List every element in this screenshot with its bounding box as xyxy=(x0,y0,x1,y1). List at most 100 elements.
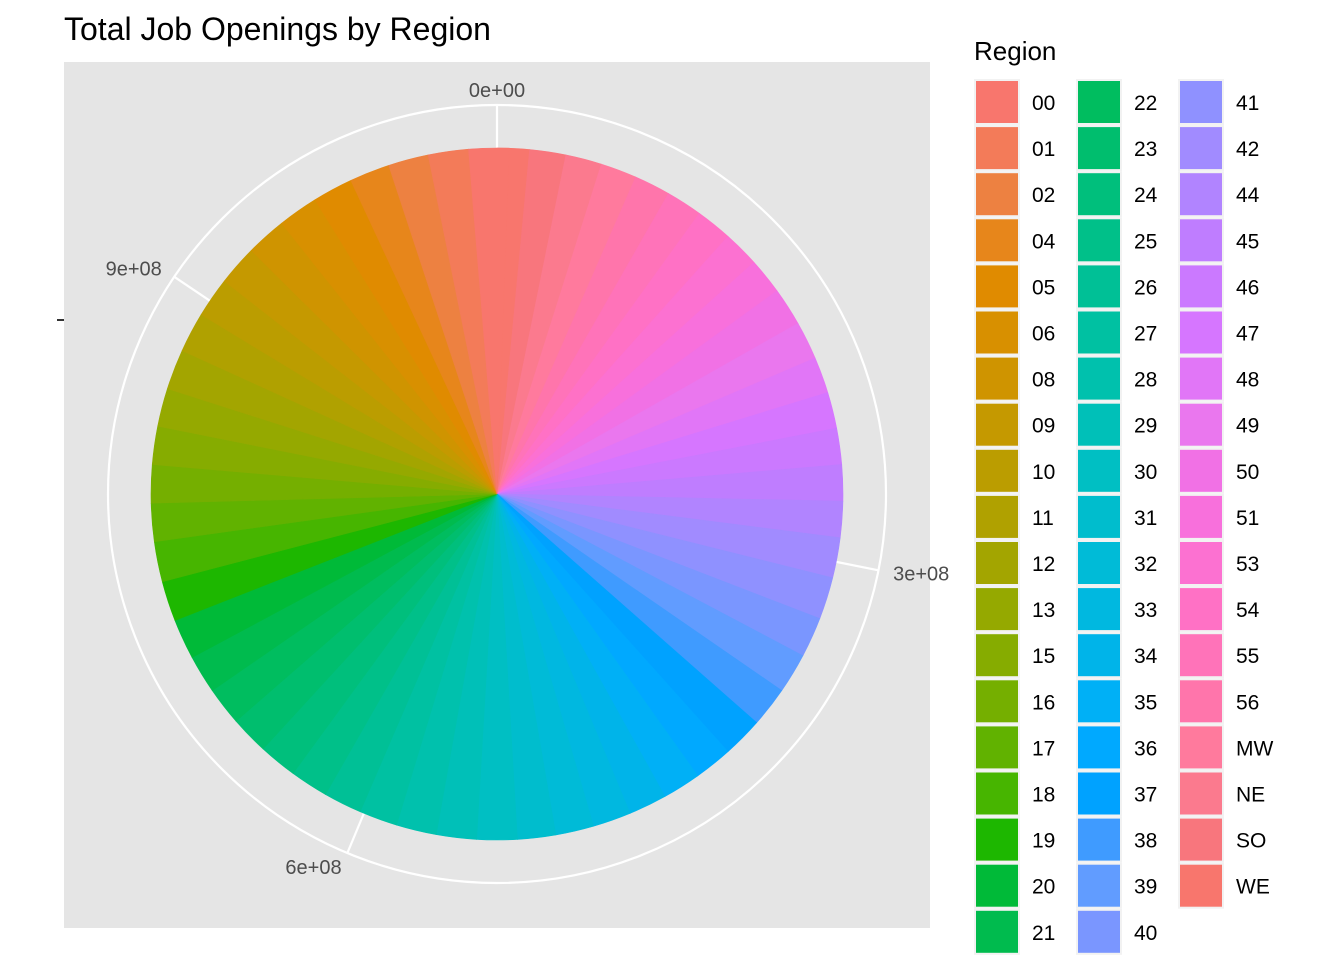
legend-label-WE: WE xyxy=(1236,876,1270,899)
legend-item-49: 49 xyxy=(1178,401,1259,448)
legend-swatch-49 xyxy=(1180,403,1222,446)
legend-swatch-47 xyxy=(1180,311,1222,354)
legend-item-27: 27 xyxy=(1076,309,1157,356)
legend-label-MW: MW xyxy=(1236,737,1273,760)
legend-label-25: 25 xyxy=(1134,230,1157,253)
legend-item-21: 21 xyxy=(974,908,1055,955)
legend-swatch-39 xyxy=(1078,864,1120,907)
legend-item-18: 18 xyxy=(974,770,1055,817)
legend-swatch-51 xyxy=(1180,495,1222,538)
legend-item-35: 35 xyxy=(1076,678,1157,725)
legend-label-NE: NE xyxy=(1236,784,1265,807)
legend-item-40: 40 xyxy=(1076,908,1157,955)
legend-label-24: 24 xyxy=(1134,184,1158,207)
legend-item-19: 19 xyxy=(974,816,1055,863)
legend-swatch-24 xyxy=(1078,173,1120,216)
legend-swatch-29 xyxy=(1078,403,1120,446)
legend-item-55: 55 xyxy=(1178,632,1259,679)
tick-label-0: 0e+00 xyxy=(469,80,525,102)
legend-label-34: 34 xyxy=(1134,645,1158,668)
legend-swatch-25 xyxy=(1078,219,1120,262)
legend-label-46: 46 xyxy=(1236,276,1259,299)
legend-item-12: 12 xyxy=(974,540,1055,586)
legend-swatch-13 xyxy=(976,588,1018,631)
legend-label-02: 02 xyxy=(1032,184,1055,207)
legend-label-10: 10 xyxy=(1032,461,1055,484)
legend-item-48: 48 xyxy=(1178,355,1259,402)
legend-swatch-08 xyxy=(976,357,1018,400)
legend-swatch-41 xyxy=(1180,81,1222,123)
legend-label-04: 04 xyxy=(1032,230,1056,253)
legend-label-11: 11 xyxy=(1032,507,1054,530)
legend-swatch-10 xyxy=(976,449,1018,492)
legend-item-41: 41 xyxy=(1178,79,1259,125)
legend-label-48: 48 xyxy=(1236,369,1259,392)
legend-swatch-34 xyxy=(1078,634,1120,677)
legend-swatch-20 xyxy=(976,864,1018,907)
legend-label-45: 45 xyxy=(1236,230,1259,253)
chart-title: Total Job Openings by Region xyxy=(64,11,491,47)
legend-swatch-21 xyxy=(976,910,1018,953)
legend-swatch-NE xyxy=(1180,772,1222,815)
legend-item-34: 34 xyxy=(1076,632,1158,679)
legend-item-36: 36 xyxy=(1076,724,1157,771)
tick-label-3: 9e+08 xyxy=(106,258,162,280)
legend-label-08: 08 xyxy=(1032,369,1055,392)
legend-label-15: 15 xyxy=(1032,645,1055,668)
legend-item-NE: NE xyxy=(1178,770,1265,817)
legend-swatch-53 xyxy=(1180,542,1222,584)
legend-item-33: 33 xyxy=(1076,586,1157,633)
legend-item-56: 56 xyxy=(1178,678,1259,725)
slice-00 xyxy=(468,147,510,495)
legend-swatch-12 xyxy=(976,542,1018,584)
legend-swatch-04 xyxy=(976,219,1018,262)
legend-item-32: 32 xyxy=(1076,540,1157,586)
legend-item-10: 10 xyxy=(974,447,1055,494)
legend-swatch-26 xyxy=(1078,265,1120,308)
legend-item-44: 44 xyxy=(1178,171,1260,218)
legend-label-50: 50 xyxy=(1236,461,1259,484)
legend-item-51: 51 xyxy=(1178,493,1259,540)
legend-item-WE: WE xyxy=(1178,862,1270,909)
legend-item-11: 11 xyxy=(974,493,1054,540)
legend-swatch-46 xyxy=(1180,265,1222,308)
legend-swatch-56 xyxy=(1180,680,1222,723)
legend-label-09: 09 xyxy=(1032,415,1055,438)
legend-swatch-17 xyxy=(976,726,1018,769)
legend-item-SO: SO xyxy=(1178,816,1266,863)
legend-label-31: 31 xyxy=(1134,507,1157,530)
legend-swatch-02 xyxy=(976,173,1018,216)
legend-swatch-54 xyxy=(1180,588,1222,631)
legend-item-23: 23 xyxy=(1076,125,1157,172)
legend-swatch-00 xyxy=(976,81,1018,123)
legend-item-06: 06 xyxy=(974,309,1055,356)
legend-item-46: 46 xyxy=(1178,263,1259,310)
legend-items: 00 01 02 04 05 06 08 09 10 11 12 13 15 16 17 18 19 20 21 22… xyxy=(974,79,1273,955)
legend-item-50: 50 xyxy=(1178,447,1259,494)
legend-title: Region xyxy=(974,36,1056,66)
legend-label-41: 41 xyxy=(1236,92,1259,115)
legend-swatch-SO xyxy=(1180,818,1222,861)
legend-label-29: 29 xyxy=(1134,415,1157,438)
legend-label-28: 28 xyxy=(1134,369,1157,392)
legend-swatch-01 xyxy=(976,127,1018,170)
legend-label-53: 53 xyxy=(1236,553,1259,576)
legend-label-20: 20 xyxy=(1032,876,1055,899)
legend-label-55: 55 xyxy=(1236,645,1259,668)
legend-label-42: 42 xyxy=(1236,138,1259,161)
legend-label-51: 51 xyxy=(1236,507,1259,530)
legend-swatch-05 xyxy=(976,265,1018,308)
legend-item-29: 29 xyxy=(1076,401,1157,448)
legend-swatch-28 xyxy=(1078,357,1120,400)
legend-item-24: 24 xyxy=(1076,171,1158,218)
legend-swatch-19 xyxy=(976,818,1018,861)
legend-swatch-18 xyxy=(976,772,1018,815)
tick-label-1: 3e+08 xyxy=(893,563,949,585)
legend-item-20: 20 xyxy=(974,862,1055,909)
legend-label-06: 06 xyxy=(1032,323,1055,346)
legend-swatch-23 xyxy=(1078,127,1120,170)
legend-item-09: 09 xyxy=(974,401,1055,448)
legend-label-18: 18 xyxy=(1032,784,1055,807)
legend-label-17: 17 xyxy=(1032,737,1055,760)
